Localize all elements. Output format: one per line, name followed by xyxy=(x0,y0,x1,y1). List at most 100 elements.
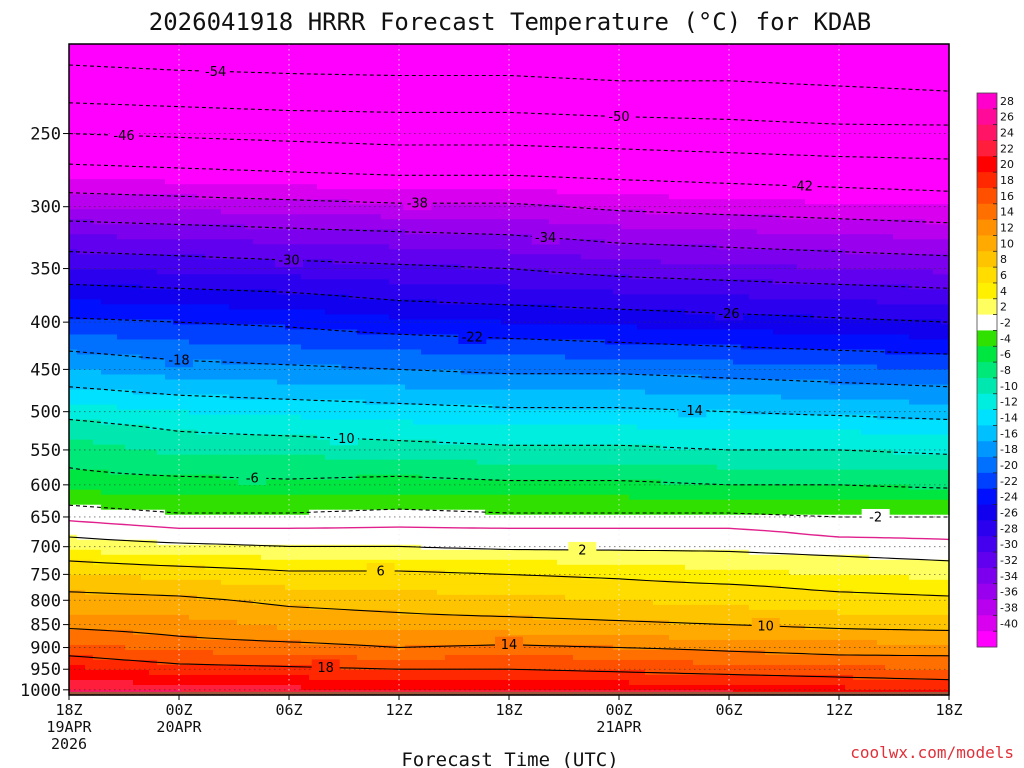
heat-cell xyxy=(261,194,270,200)
heat-cell xyxy=(413,179,422,185)
heat-cell xyxy=(405,49,414,55)
heat-cell xyxy=(245,84,254,90)
heat-cell xyxy=(557,79,566,85)
heat-cell xyxy=(933,254,942,260)
heat-cell xyxy=(93,194,102,200)
heat-cell xyxy=(245,99,254,105)
heat-cell xyxy=(165,49,174,55)
heat-cell xyxy=(405,114,414,120)
heat-cell xyxy=(845,194,854,200)
heat-cell xyxy=(477,119,486,125)
heat-cell xyxy=(485,264,494,270)
heat-cell xyxy=(173,254,182,260)
heat-cell xyxy=(93,204,102,210)
heat-cell xyxy=(613,104,622,110)
heat-cell xyxy=(861,219,870,225)
heat-cell xyxy=(85,124,94,130)
heat-cell xyxy=(757,134,766,140)
heat-cell xyxy=(565,259,574,265)
heat-cell xyxy=(293,174,302,180)
heat-cell xyxy=(109,79,118,85)
heat-cell xyxy=(909,144,918,150)
heat-cell xyxy=(357,74,366,80)
heat-cell xyxy=(637,69,646,75)
heat-cell xyxy=(885,159,894,165)
heat-cell xyxy=(629,89,638,95)
heat-cell xyxy=(365,149,374,155)
heat-cell xyxy=(757,239,766,245)
heat-cell xyxy=(621,254,630,260)
heat-cell xyxy=(805,74,814,80)
heat-cell xyxy=(541,89,550,95)
heat-cell xyxy=(445,104,454,110)
heat-cell xyxy=(93,79,102,85)
heat-cell xyxy=(453,44,462,50)
heat-cell xyxy=(405,94,414,100)
heat-cell xyxy=(421,144,430,150)
heat-cell xyxy=(509,249,518,255)
heat-cell xyxy=(349,224,358,230)
heat-cell xyxy=(909,64,918,70)
heat-cell xyxy=(293,264,302,270)
heat-cell xyxy=(653,264,662,270)
heat-cell xyxy=(165,139,174,145)
heat-cell xyxy=(757,184,766,190)
heat-cell xyxy=(445,229,454,235)
heat-cell xyxy=(877,244,886,250)
heat-cell xyxy=(421,174,430,180)
heat-cell xyxy=(77,114,86,120)
heat-cell xyxy=(173,89,182,95)
heat-cell xyxy=(645,114,654,120)
heat-cell xyxy=(565,209,574,215)
heat-cell xyxy=(405,144,414,150)
heat-cell xyxy=(245,179,254,185)
heat-cell xyxy=(597,179,606,185)
heat-cell xyxy=(773,189,782,195)
heat-cell xyxy=(813,224,822,230)
heat-cell xyxy=(157,169,166,175)
heat-cell xyxy=(669,249,678,255)
heat-cell xyxy=(821,264,830,270)
heat-cell xyxy=(765,64,774,70)
heat-cell xyxy=(533,194,542,200)
heat-cell xyxy=(125,149,134,155)
heat-cell xyxy=(293,224,302,230)
heat-cell xyxy=(613,79,622,85)
heat-cell xyxy=(781,84,790,90)
heat-cell xyxy=(925,79,934,85)
heat-cell xyxy=(325,99,334,105)
heat-cell xyxy=(357,69,366,75)
heat-cell xyxy=(781,129,790,135)
heat-cell xyxy=(205,154,214,160)
heat-cell xyxy=(173,164,182,170)
heat-cell xyxy=(661,229,670,235)
heat-cell xyxy=(933,234,942,240)
heat-cell xyxy=(861,49,870,55)
heat-cell xyxy=(933,204,942,210)
heat-cell xyxy=(677,104,686,110)
heat-cell xyxy=(397,149,406,155)
heat-cell xyxy=(589,214,598,220)
heat-cell xyxy=(533,149,542,155)
heat-cell xyxy=(933,174,942,180)
heat-cell xyxy=(421,214,430,220)
heat-cell xyxy=(101,109,110,115)
heat-cell xyxy=(77,224,86,230)
heat-cell xyxy=(853,134,862,140)
heat-cell xyxy=(437,239,446,245)
heat-cell xyxy=(357,59,366,65)
heat-cell xyxy=(557,64,566,70)
heat-cell xyxy=(365,94,374,100)
heat-cell xyxy=(581,74,590,80)
heat-cell xyxy=(277,154,286,160)
heat-cell xyxy=(781,79,790,85)
heat-cell xyxy=(437,124,446,130)
heat-cell xyxy=(925,144,934,150)
heat-cell xyxy=(357,104,366,110)
heat-cell xyxy=(493,49,502,55)
heat-cell xyxy=(717,239,726,245)
heat-cell xyxy=(893,99,902,105)
heat-cell xyxy=(341,154,350,160)
heat-cell xyxy=(373,209,382,215)
heat-cell xyxy=(877,239,886,245)
